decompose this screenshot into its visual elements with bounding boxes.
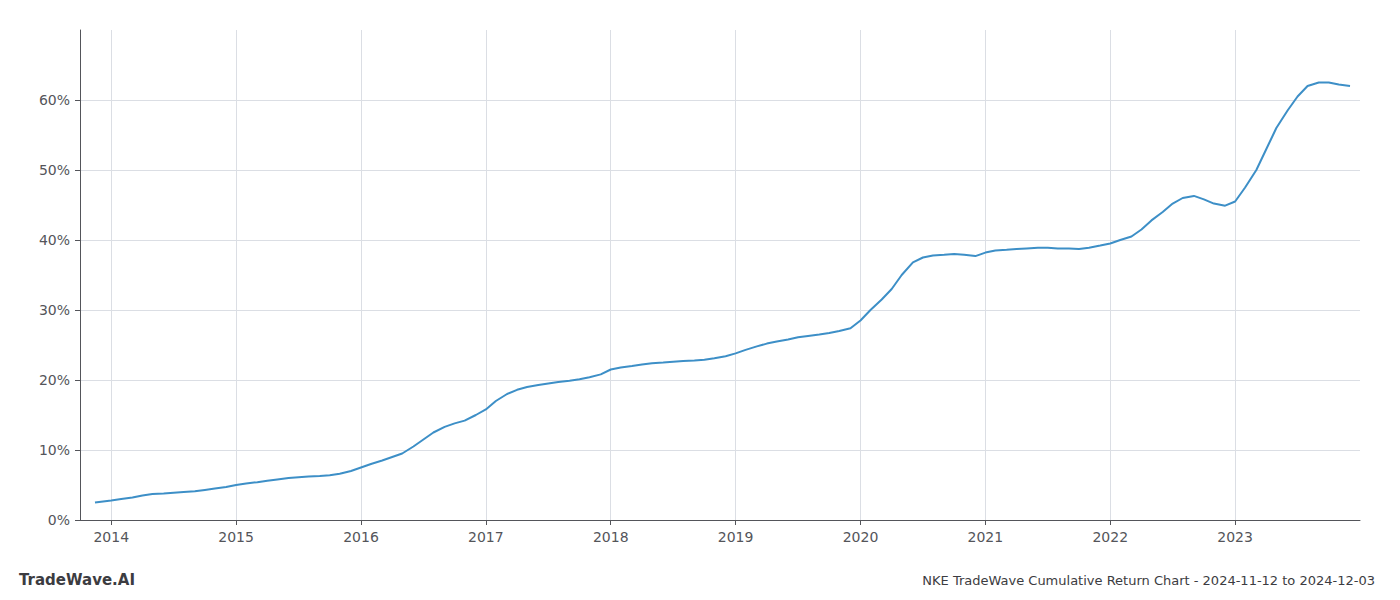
svg-text:2018: 2018 xyxy=(593,529,629,545)
svg-text:2020: 2020 xyxy=(843,529,879,545)
svg-text:20%: 20% xyxy=(39,372,70,388)
svg-text:2014: 2014 xyxy=(93,529,129,545)
svg-text:2017: 2017 xyxy=(468,529,504,545)
svg-text:2015: 2015 xyxy=(218,529,254,545)
svg-text:0%: 0% xyxy=(48,512,70,528)
svg-text:30%: 30% xyxy=(39,302,70,318)
svg-text:40%: 40% xyxy=(39,232,70,248)
svg-text:2016: 2016 xyxy=(343,529,379,545)
svg-text:2021: 2021 xyxy=(968,529,1004,545)
svg-text:2022: 2022 xyxy=(1092,529,1128,545)
svg-text:2023: 2023 xyxy=(1217,529,1253,545)
svg-text:60%: 60% xyxy=(39,92,70,108)
svg-text:10%: 10% xyxy=(39,442,70,458)
svg-text:50%: 50% xyxy=(39,162,70,178)
svg-text:TradeWave.AI: TradeWave.AI xyxy=(19,571,135,589)
svg-text:2019: 2019 xyxy=(718,529,754,545)
svg-text:NKE TradeWave Cumulative Retur: NKE TradeWave Cumulative Return Chart - … xyxy=(922,573,1375,588)
